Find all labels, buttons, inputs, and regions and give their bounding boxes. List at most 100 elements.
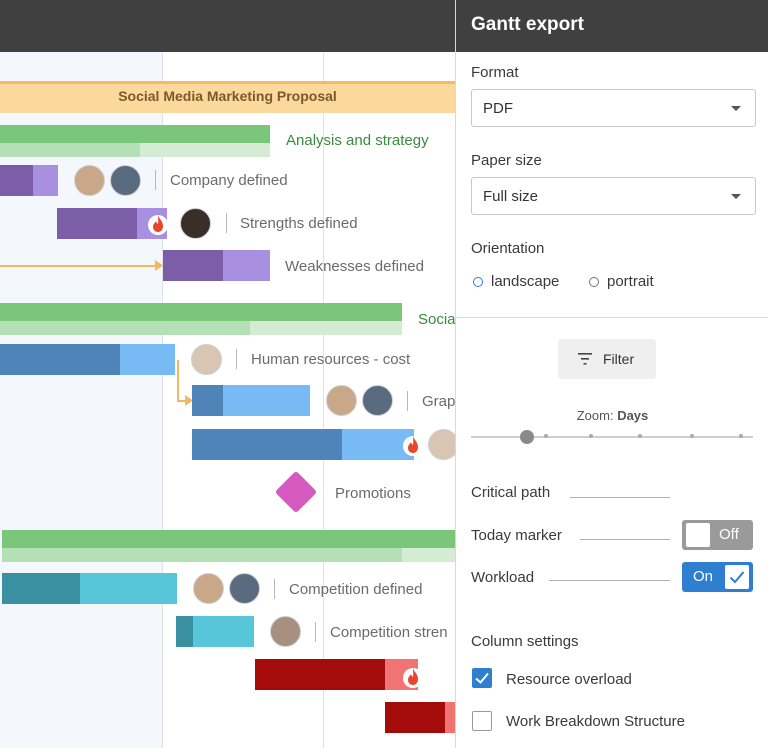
- paper-size-value: Full size: [483, 188, 539, 205]
- task-bar-grap[interactable]: [192, 385, 310, 416]
- format-label: Format: [471, 64, 519, 81]
- separator: [236, 349, 237, 369]
- leader-line: [570, 497, 670, 498]
- avatar: [229, 573, 260, 604]
- orientation-label: Orientation: [471, 240, 545, 257]
- arrow-right-icon: [185, 395, 193, 406]
- wbs-checkbox[interactable]: [472, 711, 492, 731]
- task-label-weaknesses: Weaknesses defined: [285, 258, 424, 275]
- radio-landscape[interactable]: [473, 277, 483, 287]
- leader-line: [580, 539, 670, 540]
- separator: [274, 579, 275, 599]
- avatar: [270, 616, 301, 647]
- milestone-diamond[interactable]: [274, 470, 318, 514]
- zoom-slider-handle[interactable]: [520, 430, 535, 444]
- avatar: [74, 165, 105, 196]
- task-bar-human-resources[interactable]: [0, 344, 175, 375]
- paper-size-select[interactable]: Full size: [471, 177, 756, 215]
- filter-icon: [578, 353, 592, 365]
- summary-label-analysis: Analysis and strategy: [286, 132, 429, 149]
- workload-state: On: [693, 568, 714, 585]
- avatar: [326, 385, 357, 416]
- task-bar-competition-strengths[interactable]: [176, 616, 254, 647]
- task-label-grap: Grap: [422, 393, 455, 410]
- zoom-value: Days: [617, 408, 649, 423]
- fire-icon: [148, 215, 168, 235]
- slider-tick: [544, 434, 548, 438]
- separator: [155, 170, 156, 190]
- radio-landscape-label[interactable]: landscape: [491, 273, 560, 290]
- separator: [226, 213, 227, 233]
- today-marker-toggle[interactable]: Off: [682, 520, 753, 550]
- workload-toggle[interactable]: On: [682, 562, 753, 592]
- summary-bar-analysis[interactable]: [0, 125, 270, 157]
- resource-overload-checkbox[interactable]: [472, 668, 492, 688]
- task-bar-company[interactable]: [0, 165, 58, 196]
- avatar: [193, 573, 224, 604]
- zoom-slider-track[interactable]: [471, 436, 753, 438]
- summary-label-social: Socia: [418, 311, 455, 328]
- project-bar[interactable]: [0, 81, 455, 113]
- divider: [456, 317, 768, 318]
- radio-portrait[interactable]: [589, 277, 599, 287]
- avatar: [110, 165, 141, 196]
- check-icon: [729, 571, 745, 584]
- paper-size-label: Paper size: [471, 152, 542, 169]
- task-label-competition: Competition defined: [289, 581, 423, 598]
- gantt-top-bar: [0, 0, 455, 52]
- today-marker-label: Today marker: [471, 527, 562, 544]
- task-bar-red-1[interactable]: [255, 659, 418, 690]
- zoom-prefix: Zoom:: [576, 408, 618, 423]
- filter-label: Filter: [603, 351, 635, 367]
- grid-line: [162, 52, 163, 748]
- wbs-label[interactable]: Work Breakdown Structure: [506, 713, 685, 730]
- format-value: PDF: [483, 100, 513, 117]
- workload-label: Workload: [471, 569, 535, 586]
- today-marker-state: Off: [719, 526, 739, 543]
- format-select[interactable]: PDF: [471, 89, 756, 127]
- task-label-competition-strengths: Competition stren: [330, 624, 448, 641]
- slider-tick: [690, 434, 694, 438]
- project-label: Social Media Marketing Proposal: [118, 88, 337, 104]
- caret-down-icon: [731, 106, 741, 111]
- task-label-company: Company defined: [170, 172, 288, 189]
- critical-path-label: Critical path: [471, 484, 551, 501]
- grid-line: [323, 52, 324, 748]
- summary-bar-third[interactable]: [2, 530, 455, 562]
- dependency-line: [177, 400, 187, 402]
- avatar: [191, 344, 222, 375]
- avatar: [428, 429, 455, 460]
- dependency-line: [177, 360, 179, 400]
- filter-button[interactable]: Filter: [558, 339, 656, 379]
- task-label-human-resources: Human resources - cost: [251, 351, 411, 368]
- leader-line: [549, 580, 670, 581]
- task-bar-long-blue[interactable]: [192, 429, 414, 460]
- caret-down-icon: [731, 194, 741, 199]
- avatar: [362, 385, 393, 416]
- task-bar-weaknesses[interactable]: [163, 250, 270, 281]
- toggle-knob: [725, 565, 749, 589]
- toggle-knob: [686, 523, 710, 547]
- dependency-line: [0, 265, 158, 267]
- panel-title: Gantt export: [456, 0, 768, 52]
- avatar: [180, 208, 211, 239]
- separator: [407, 391, 408, 411]
- task-label-promotions: Promotions: [335, 485, 411, 502]
- column-settings-label: Column settings: [471, 633, 579, 650]
- task-bar-competition[interactable]: [2, 573, 177, 604]
- gantt-chart: Social Media Marketing Proposal Analysis…: [0, 0, 455, 748]
- arrow-right-icon: [155, 260, 163, 271]
- gantt-export-panel: Gantt export Format PDF Paper size Full …: [455, 0, 768, 748]
- slider-tick: [589, 434, 593, 438]
- slider-tick: [739, 434, 743, 438]
- slider-tick: [638, 434, 642, 438]
- resource-overload-label[interactable]: Resource overload: [506, 671, 632, 688]
- summary-bar-social[interactable]: [0, 303, 402, 335]
- task-bar-red-2[interactable]: [385, 702, 455, 733]
- fire-icon: [403, 436, 423, 456]
- separator: [315, 622, 316, 642]
- radio-portrait-label[interactable]: portrait: [607, 273, 654, 290]
- check-icon: [475, 672, 489, 684]
- fire-icon: [403, 668, 423, 688]
- task-label-strengths: Strengths defined: [240, 215, 358, 232]
